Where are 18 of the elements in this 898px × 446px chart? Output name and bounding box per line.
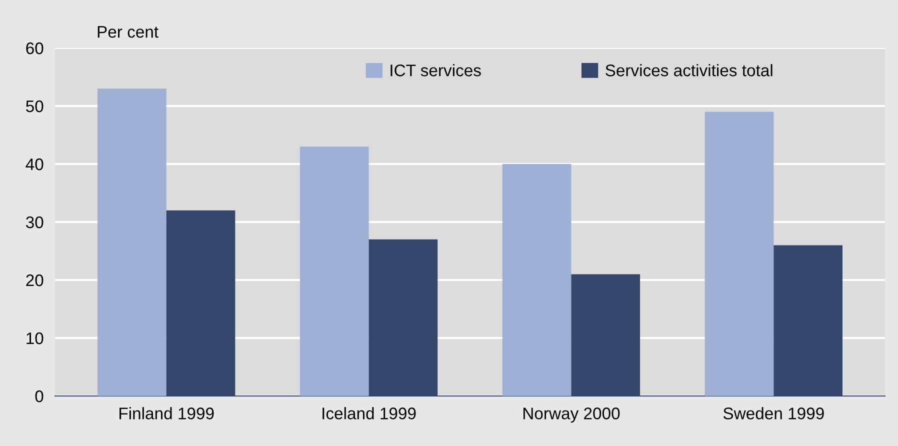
y-axis-title: Per cent (98, 26, 158, 38)
y-tick-label: 40 (26, 158, 44, 170)
bar (300, 146, 369, 396)
y-tick-label: 50 (26, 100, 44, 112)
y-tick-label: 10 (26, 332, 44, 344)
y-tick-label: 20 (26, 274, 44, 286)
bar (98, 88, 166, 396)
y-tick-label: 30 (26, 216, 44, 228)
bar (502, 164, 572, 396)
bar (704, 112, 774, 396)
y-tick-label: 60 (26, 42, 44, 54)
legend-label: Services activities total (606, 64, 772, 76)
x-tick-label: Finland 1999 (120, 407, 214, 420)
legend-label: ICT services (390, 64, 481, 76)
x-tick-label: Iceland 1999 (322, 407, 416, 420)
y-tick-label: 0 (35, 390, 44, 402)
x-tick-label: Norway 2000 (523, 408, 620, 423)
x-tick-label: Sweden 1999 (723, 407, 824, 420)
